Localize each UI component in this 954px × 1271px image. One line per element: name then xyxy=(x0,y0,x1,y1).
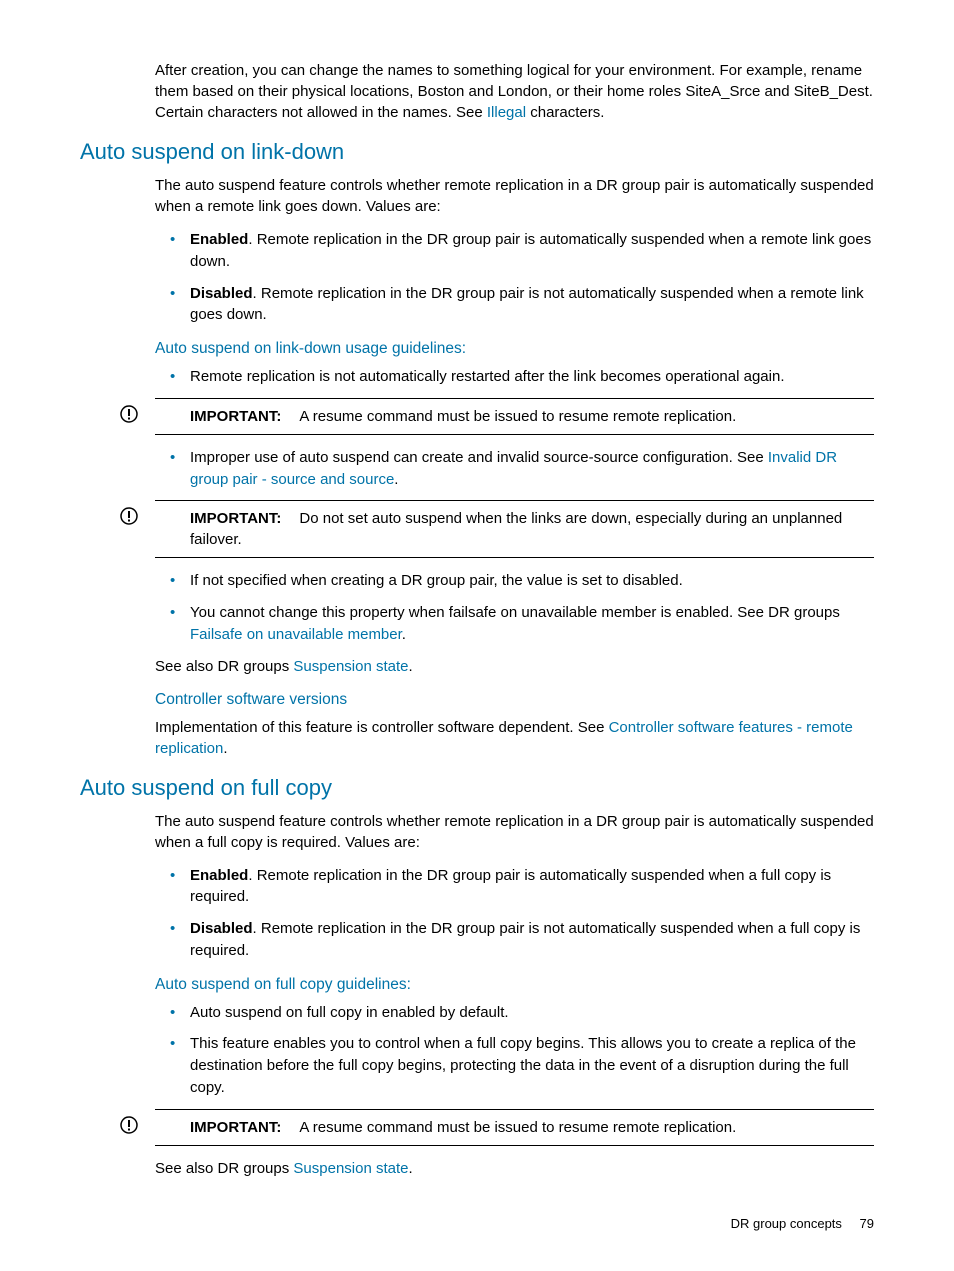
important-note-1: IMPORTANT: A resume command must be issue… xyxy=(155,398,874,435)
list-item: Auto suspend on full copy in enabled by … xyxy=(80,1002,874,1024)
list-item: Remote replication is not automatically … xyxy=(80,366,874,388)
heading-controller-versions: Controller software versions xyxy=(80,691,874,709)
list-item: You cannot change this property when fai… xyxy=(80,602,874,646)
see-text-b: . xyxy=(408,1160,412,1177)
heading-guidelines-linkdown: Auto suspend on link-down usage guidelin… xyxy=(80,340,874,358)
link-suspension-state-1[interactable]: Suspension state xyxy=(293,658,408,675)
important-text: A resume command must be issued to resum… xyxy=(299,1119,736,1136)
disabled-text: . Remote replication in the DR group pai… xyxy=(190,285,864,324)
page-footer: DR group concepts 79 xyxy=(731,1216,874,1231)
list-item: Enabled. Remote replication in the DR gr… xyxy=(80,229,874,273)
disabled-text: . Remote replication in the DR group pai… xyxy=(190,920,860,959)
important-icon xyxy=(120,1116,138,1134)
important-icon xyxy=(120,405,138,423)
g4-text-a: You cannot change this property when fai… xyxy=(190,604,840,621)
page: After creation, you can change the names… xyxy=(0,0,954,1271)
disabled-label: Disabled xyxy=(190,920,253,937)
list-item: This feature enables you to control when… xyxy=(80,1033,874,1098)
enabled-text: . Remote replication in the DR group pai… xyxy=(190,867,831,906)
sec1-intro: The auto suspend feature controls whethe… xyxy=(80,175,874,217)
g2-text-a: Improper use of auto suspend can create … xyxy=(190,449,768,466)
important-note-3: IMPORTANT: A resume command must be issue… xyxy=(155,1109,874,1146)
csv-paragraph: Implementation of this feature is contro… xyxy=(80,717,874,759)
important-label: IMPORTANT: xyxy=(190,1119,281,1136)
sec1-guideline-list-1: Remote replication is not automatically … xyxy=(80,366,874,388)
sec2-value-list: Enabled. Remote replication in the DR gr… xyxy=(80,865,874,962)
link-failsafe[interactable]: Failsafe on unavailable member xyxy=(190,626,402,643)
link-illegal[interactable]: Illegal xyxy=(487,104,526,121)
important-label: IMPORTANT: xyxy=(190,408,281,425)
enabled-label: Enabled xyxy=(190,231,248,248)
enabled-text: . Remote replication in the DR group pai… xyxy=(190,231,871,270)
link-suspension-state-2[interactable]: Suspension state xyxy=(293,1160,408,1177)
see-text-a: See also DR groups xyxy=(155,1160,293,1177)
heading-auto-suspend-fullcopy: Auto suspend on full copy xyxy=(80,775,874,801)
footer-section: DR group concepts xyxy=(731,1216,842,1231)
heading-guidelines-fullcopy: Auto suspend on full copy guidelines: xyxy=(80,976,874,994)
see-text-b: . xyxy=(408,658,412,675)
list-item: Enabled. Remote replication in the DR gr… xyxy=(80,865,874,909)
list-item: If not specified when creating a DR grou… xyxy=(80,570,874,592)
list-item: Improper use of auto suspend can create … xyxy=(80,447,874,491)
list-item: Disabled. Remote replication in the DR g… xyxy=(80,283,874,327)
g2-text-b: . xyxy=(394,471,398,488)
sec1-see-also: See also DR groups Suspension state. xyxy=(80,656,874,677)
see-text-a: See also DR groups xyxy=(155,658,293,675)
important-label: IMPORTANT: xyxy=(190,510,281,527)
important-text: Do not set auto suspend when the links a… xyxy=(190,510,842,548)
enabled-label: Enabled xyxy=(190,867,248,884)
sec1-guideline-list-2: Improper use of auto suspend can create … xyxy=(80,447,874,491)
sec1-value-list: Enabled. Remote replication in the DR gr… xyxy=(80,229,874,326)
sec2-intro: The auto suspend feature controls whethe… xyxy=(80,811,874,853)
important-icon xyxy=(120,507,138,525)
sec2-see-also: See also DR groups Suspension state. xyxy=(80,1158,874,1179)
sec2-guideline-list: Auto suspend on full copy in enabled by … xyxy=(80,1002,874,1099)
sec1-guideline-list-3: If not specified when creating a DR grou… xyxy=(80,570,874,645)
intro-paragraph: After creation, you can change the names… xyxy=(80,60,874,123)
heading-auto-suspend-linkdown: Auto suspend on link-down xyxy=(80,139,874,165)
important-text: A resume command must be issued to resum… xyxy=(299,408,736,425)
list-item: Disabled. Remote replication in the DR g… xyxy=(80,918,874,962)
g4-text-b: . xyxy=(402,626,406,643)
important-note-2: IMPORTANT:Do not set auto suspend when t… xyxy=(155,500,874,558)
footer-page-number: 79 xyxy=(860,1216,874,1231)
csv-text-a: Implementation of this feature is contro… xyxy=(155,719,609,736)
disabled-label: Disabled xyxy=(190,285,253,302)
csv-text-b: . xyxy=(223,740,227,757)
intro-text-b: characters. xyxy=(526,104,604,121)
